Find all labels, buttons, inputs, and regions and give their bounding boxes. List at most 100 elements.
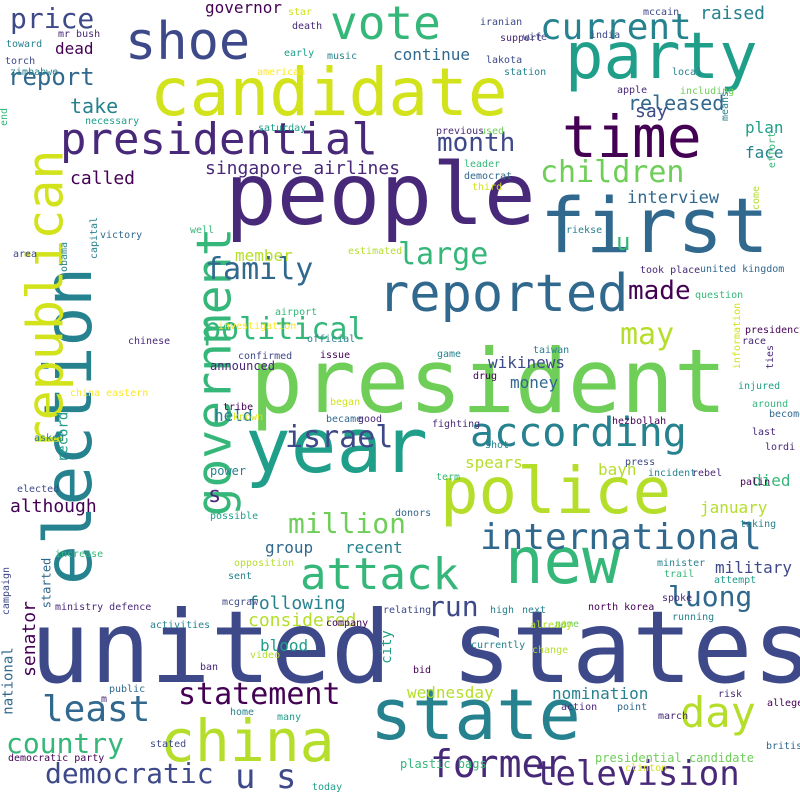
cloud-word: city — [378, 630, 395, 664]
cloud-word: attempt — [714, 575, 757, 586]
cloud-word: support — [500, 33, 543, 44]
cloud-word: reported — [378, 264, 629, 324]
cloud-word: member — [235, 246, 293, 265]
cloud-word: high — [490, 605, 515, 616]
cloud-word: iranian — [480, 17, 523, 28]
cloud-word: many — [277, 712, 302, 723]
cloud-word: good — [358, 414, 383, 425]
cloud-word: drug — [473, 371, 498, 382]
cloud-word: face — [745, 143, 784, 162]
cloud-word: mcgraw — [222, 597, 259, 608]
cloud-word: apple — [617, 85, 648, 96]
cloud-word: public — [109, 684, 146, 695]
cloud-word: question — [695, 290, 744, 301]
cloud-word: raised — [700, 3, 766, 24]
cloud-word: tribe — [223, 402, 254, 413]
cloud-word: become — [769, 409, 800, 420]
cloud-word: north korea — [588, 602, 655, 613]
cloud-word: democratic party — [8, 753, 105, 764]
cloud-word: official — [307, 334, 356, 345]
cloud-word: presidency — [745, 325, 800, 336]
cloud-word: already — [530, 620, 573, 631]
cloud-word: following — [248, 593, 346, 614]
cloud-word: incident — [648, 468, 697, 479]
cloud-word: died — [752, 471, 791, 490]
cloud-word: torch — [5, 56, 36, 67]
cloud-word: governor — [205, 0, 283, 17]
cloud-word: began — [330, 397, 361, 408]
cloud-word: democrat — [464, 171, 513, 182]
cloud-word: airport — [275, 307, 318, 318]
cloud-word: including — [680, 86, 735, 97]
cloud-word: u s — [235, 757, 297, 797]
cloud-word: run — [428, 590, 479, 623]
cloud-word: increase — [55, 549, 104, 560]
cloud-word: means — [720, 90, 732, 122]
cloud-word: people — [225, 145, 536, 245]
cloud-word: democratic — [45, 757, 214, 790]
cloud-word: first — [540, 181, 769, 270]
cloud-word: presidential — [60, 114, 378, 165]
cloud-word: lordi — [765, 442, 796, 453]
cloud-word: take — [70, 94, 119, 118]
cloud-word: year — [245, 401, 429, 490]
cloud-word: sent — [228, 571, 253, 582]
cloud-word: donors — [395, 508, 432, 519]
cloud-word: candidate — [150, 54, 508, 131]
cloud-word: china — [160, 707, 335, 775]
cloud-word: taiwan — [533, 345, 570, 356]
cloud-word: national — [0, 647, 17, 715]
cloud-word: time — [562, 103, 702, 171]
cloud-word: held — [214, 406, 253, 425]
cloud-word: attack — [300, 549, 459, 600]
cloud-word: political — [203, 312, 366, 347]
cloud-word: shot — [485, 440, 510, 451]
cloud-word: trail — [664, 569, 695, 580]
cloud-word: confirmed — [238, 351, 293, 362]
cloud-word: wednesday — [407, 683, 494, 702]
cloud-word: name — [555, 619, 580, 630]
cloud-word: issue — [320, 350, 351, 361]
cloud-word: wikinews — [488, 353, 566, 372]
cloud-word: effort — [767, 131, 779, 169]
cloud-word: change — [532, 645, 569, 656]
cloud-word: u — [616, 228, 631, 256]
cloud-word: vote — [330, 0, 441, 50]
cloud-word: country — [6, 727, 125, 760]
cloud-word: say — [635, 101, 668, 122]
cloud-word: money — [510, 373, 559, 392]
cloud-word: asked — [34, 433, 65, 444]
cloud-word: spears — [465, 453, 523, 472]
cloud-word: estimated — [348, 246, 403, 257]
cloud-word: point — [617, 702, 648, 713]
cloud-word: bid — [413, 665, 432, 676]
cloud-word: video — [250, 650, 281, 661]
cloud-word: current — [540, 7, 692, 48]
cloud-word: blood — [260, 636, 309, 655]
cloud-word: united states — [30, 589, 800, 706]
cloud-word: home — [230, 707, 255, 718]
cloud-word: game — [437, 349, 462, 360]
cloud-word: continue — [393, 45, 471, 64]
cloud-word: took place — [640, 265, 701, 276]
cloud-word: march — [658, 711, 689, 722]
cloud-word: released — [628, 91, 725, 115]
cloud-word: india — [590, 30, 621, 41]
cloud-word: elected — [17, 484, 60, 495]
cloud-word: lakota — [486, 55, 523, 66]
cloud-word: military — [715, 558, 793, 577]
cloud-word: saturday — [258, 123, 307, 134]
cloud-word: large — [398, 237, 489, 272]
cloud-word: company — [326, 618, 369, 629]
cloud-word: chinese — [128, 336, 171, 347]
cloud-word: nomination — [552, 684, 649, 703]
cloud-word: palin — [740, 477, 771, 488]
cloud-word: plastic bags — [400, 757, 487, 771]
cloud-word: american — [257, 67, 306, 78]
cloud-word: end — [0, 107, 11, 127]
cloud-word: shoe — [125, 12, 251, 72]
cloud-word: ministry defence — [55, 602, 152, 613]
cloud-word: action — [561, 702, 598, 713]
cloud-word: started — [39, 557, 54, 609]
cloud-word: wife — [523, 32, 548, 43]
